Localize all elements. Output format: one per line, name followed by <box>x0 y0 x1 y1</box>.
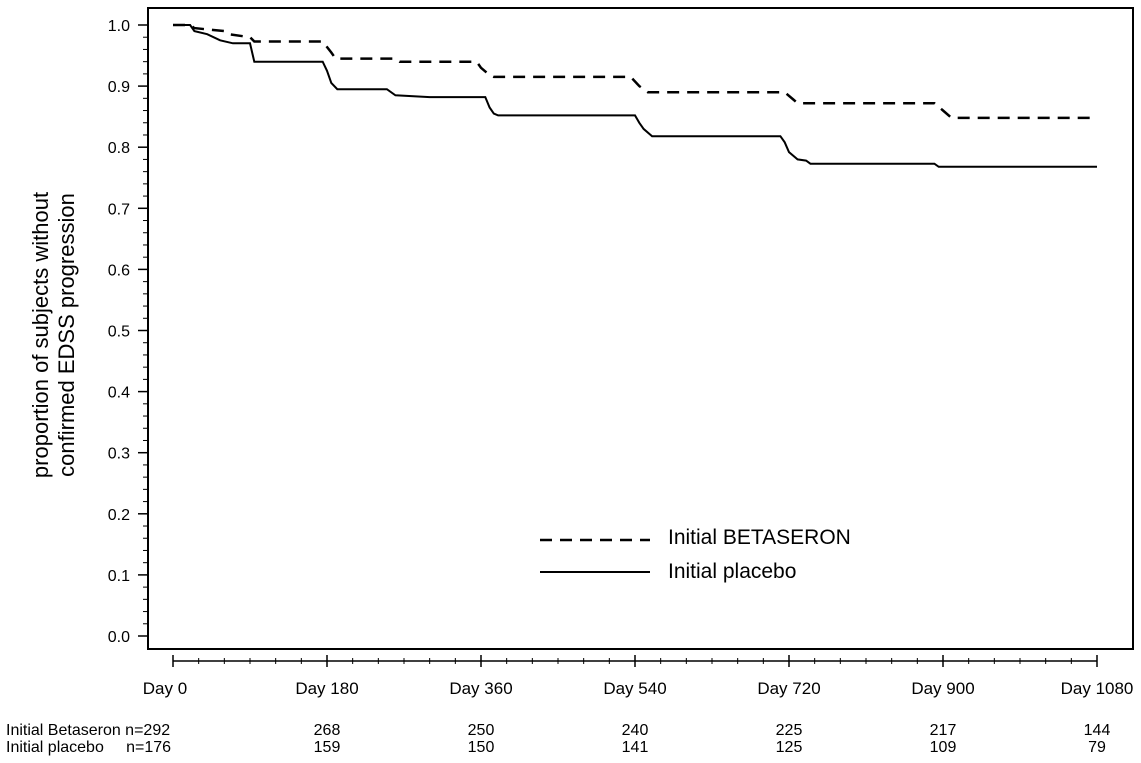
risk-row-label-placebo: Initial placebo n=176 <box>6 739 171 756</box>
y-tick-label: 0.4 <box>108 385 130 402</box>
y-tick-label: 0.8 <box>108 140 130 157</box>
legend: Initial BETASERON Initial placebo <box>540 526 851 583</box>
y-axis-label-line1: proportion of subjects without <box>28 192 53 478</box>
legend-label-placebo: Initial placebo <box>668 560 796 583</box>
at-risk-table: Initial Betaseron n=292 Initial placebo … <box>6 722 1110 756</box>
risk-value: 250 <box>468 722 495 739</box>
y-tick-label: 0.7 <box>108 201 130 218</box>
risk-value: 240 <box>622 722 649 739</box>
y-axis-label-line2: confirmed EDSS progression <box>54 193 79 477</box>
x-axis: Day 0 Day 180 Day 360 Day 540 Day 720 Day 900… <box>143 655 1134 698</box>
risk-value: 109 <box>930 739 957 756</box>
x-tick-label: Day 720 <box>757 679 820 698</box>
x-tick-label: Day 360 <box>449 679 512 698</box>
y-tick-label: 0.9 <box>108 79 130 96</box>
x-tick-label: Day 900 <box>911 679 974 698</box>
risk-value: 144 <box>1084 722 1111 739</box>
series-line-betaseron <box>173 23 1097 120</box>
legend-label-betaseron: Initial BETASERON <box>668 526 851 549</box>
risk-value: 225 <box>776 722 803 739</box>
x-tick-label: Day 540 <box>603 679 666 698</box>
risk-value: 159 <box>314 739 341 756</box>
plot-frame <box>147 7 1134 650</box>
x-tick-label: Day 0 <box>143 679 187 698</box>
risk-row-label-betaseron: Initial Betaseron n=292 <box>6 722 170 739</box>
x-tick-label: Day 180 <box>295 679 358 698</box>
y-tick-label: 0.6 <box>108 262 130 279</box>
series-line-placebo <box>173 24 1097 168</box>
risk-value: 268 <box>314 722 341 739</box>
y-tick-label: 0.0 <box>108 629 130 646</box>
risk-value: 217 <box>930 722 957 739</box>
y-tick-label: 0.1 <box>108 568 130 585</box>
y-tick-label: 0.5 <box>108 324 130 341</box>
y-tick-label: 1.0 <box>108 18 130 35</box>
y-tick-label: 0.2 <box>108 507 130 524</box>
risk-value: 125 <box>776 739 803 756</box>
y-axis: 0.0 0.1 0.2 0.3 0.4 0.5 0.6 0.7 0.8 0.9 1.0 <box>108 18 148 646</box>
x-tick-label: Day 1080 <box>1061 679 1134 698</box>
risk-value: 150 <box>468 739 495 756</box>
series-layer <box>173 23 1097 168</box>
risk-value: 79 <box>1088 739 1106 756</box>
risk-value: 141 <box>622 739 649 756</box>
y-tick-label: 0.3 <box>108 446 130 463</box>
